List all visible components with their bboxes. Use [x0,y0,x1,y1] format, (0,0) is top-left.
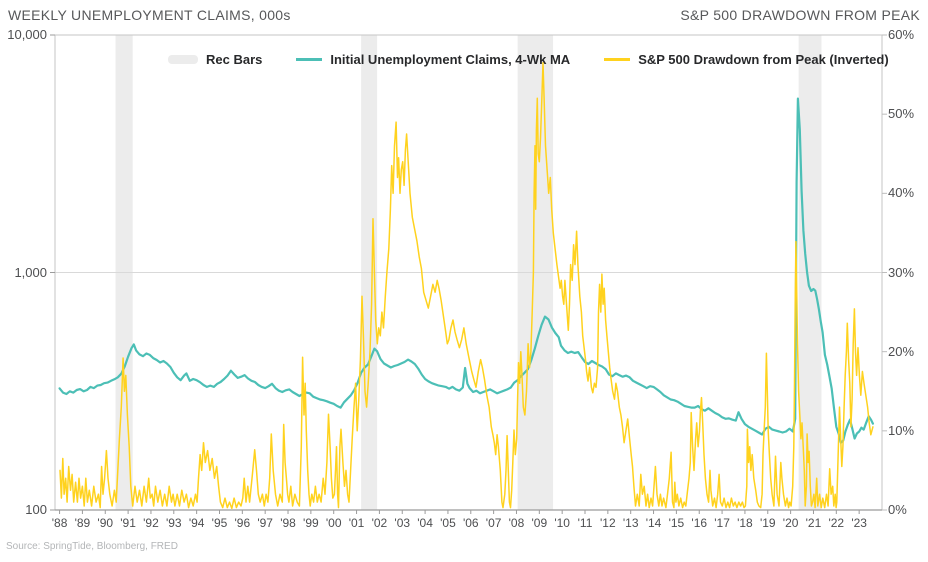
x-tick-label: '92 [143,516,159,530]
y-right-tick-label: 30% [888,264,915,280]
x-tick-label: '01 [348,516,365,530]
claims-line [58,97,875,444]
x-tick-label: '08 [508,516,525,530]
source-note: Source: SpringTide, Bloomberg, FRED [6,541,178,552]
x-tick-label: '20 [782,516,799,530]
legend-item-drawdown: S&P 500 Drawdown from Peak (Inverted) [604,52,889,67]
y-right-tick-label: 50% [888,106,915,122]
x-tick-label: '06 [462,516,479,530]
y-right-tick-label: 60% [888,27,915,42]
legend-item-claims: Initial Unemployment Claims, 4-Wk MA [296,52,570,67]
recession-bar-swatch-icon [168,55,198,64]
legend-label: S&P 500 Drawdown from Peak (Inverted) [638,52,889,67]
x-tick-label: '15 [668,516,685,530]
x-tick-label: '88 [51,516,68,530]
x-tick-label: '12 [600,516,616,530]
x-tick-label: '18 [737,516,753,530]
x-tick-label: '17 [714,516,730,530]
x-tick-label: '03 [394,516,411,530]
x-tick-label: '22 [828,516,845,530]
left-axis-title: WEEKLY UNEMPLOYMENT CLAIMS, 000s [8,7,291,23]
x-tick-label: '16 [691,516,708,530]
claims-line-swatch-icon [296,58,323,61]
y-right-tick-label: 40% [888,185,915,201]
x-tick-label: '91 [120,516,136,530]
x-tick-label: '00 [325,516,342,530]
x-tick-label: '14 [645,516,662,530]
x-tick-label: '95 [211,516,228,530]
x-tick-label: '94 [188,516,205,530]
y-right-tick-label: 20% [888,343,915,359]
x-tick-label: '21 [805,516,822,530]
chart-legend: Rec Bars Initial Unemployment Claims, 4-… [168,52,889,67]
x-tick-label: '97 [257,516,273,530]
x-tick-label: '04 [417,516,433,530]
legend-label: Initial Unemployment Claims, 4-Wk MA [330,52,571,67]
drawdown-line-swatch-icon [604,58,631,61]
legend-label: Rec Bars [206,52,263,67]
y-right-tick-label: 10% [888,422,915,438]
x-tick-label: '93 [165,516,182,530]
x-tick-label: '07 [485,516,502,530]
x-tick-label: '05 [440,516,456,530]
x-tick-label: '11 [577,516,593,530]
legend-item-rec-bars: Rec Bars [168,52,262,67]
x-tick-label: '98 [280,516,296,530]
x-tick-label: '96 [234,516,251,530]
x-tick-label: '10 [554,516,570,530]
x-tick-label: '02 [371,516,388,530]
right-axis-title: S&P 500 DRAWDOWN FROM PEAK [680,7,920,23]
x-tick-label: '19 [759,516,776,530]
y-left-tick-label: 1,000 [14,264,47,280]
x-tick-label: '23 [851,516,867,530]
drawdown-line [59,61,874,510]
x-tick-label: '99 [303,516,319,530]
y-left-tick-label: 100 [25,502,47,517]
y-right-tick-label: 0% [888,502,907,517]
x-tick-label: '13 [622,516,639,530]
x-tick-label: '89 [74,516,91,530]
x-tick-label: '09 [531,516,548,530]
y-left-tick-label: 10,000 [7,27,47,42]
x-tick-label: '90 [97,516,114,530]
